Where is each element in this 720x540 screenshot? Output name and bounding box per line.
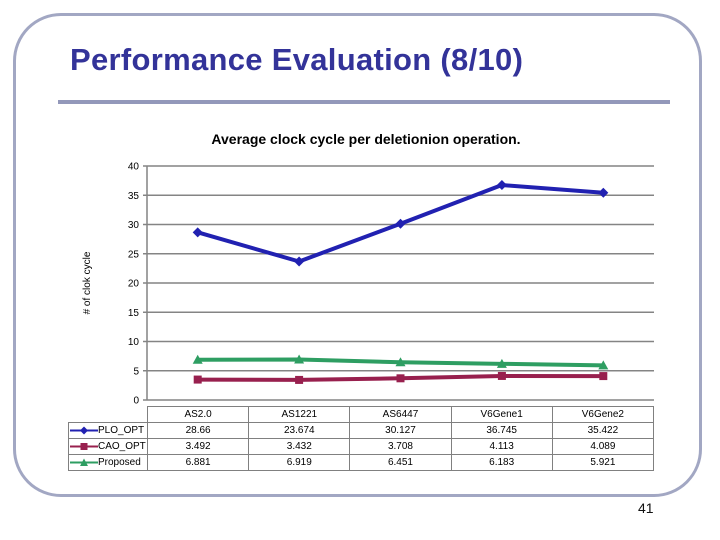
value-cell: 36.745 (450, 422, 553, 439)
category-cell: V6Gene2 (551, 406, 655, 423)
value-cell: 5.921 (551, 454, 655, 471)
title-rule (58, 100, 670, 104)
value-cell: 3.492 (146, 438, 250, 455)
y-tick-label: 15 (128, 308, 140, 319)
legend-entry: PLO_OPT (70, 424, 147, 438)
category-row: AS2.0 AS1221 AS6447 V6Gene1 V6Gene2 (69, 406, 655, 423)
series-row-cao_opt: CAO_OPT 3.492 3.432 3.708 4.113 4.089 (68, 438, 655, 455)
value-cell: 4.089 (551, 438, 655, 455)
value-cell: 6.881 (146, 454, 250, 471)
triangle-marker-icon (598, 360, 609, 370)
line-plot-area: 0 5 10 15 20 25 30 35 40 # of clok cycle (82, 162, 654, 407)
category-cell: AS1221 (248, 406, 351, 423)
y-tick-label: 25 (128, 249, 140, 260)
triangle-marker-icon (294, 354, 305, 364)
legend-cell: CAO_OPT (68, 438, 148, 455)
value-cell: 6.919 (248, 454, 351, 471)
value-cell: 6.451 (349, 454, 452, 471)
y-tick-label: 5 (133, 366, 139, 377)
series-row-plo_opt: PLO_OPT 28.66 23.674 30.127 36.745 35.422 (68, 422, 655, 439)
triangle-legend-icon (70, 458, 98, 466)
chart-title: Average clock cycle per deletionion oper… (211, 131, 521, 147)
square-marker-icon (193, 375, 202, 384)
chart: 0 5 10 15 20 25 30 35 40 # of clok cycle AS2.0 AS1… (60, 160, 660, 471)
value-cell: 35.422 (551, 422, 655, 439)
table-corner-cell (69, 407, 148, 423)
value-cell: 6.183 (450, 454, 553, 471)
page-number: 41 (638, 500, 654, 516)
chart-data-table: AS2.0 AS1221 AS6447 V6Gene1 V6Gene2 PLO_OPT 28… (68, 406, 655, 471)
diamond-marker-icon (294, 256, 305, 267)
series-row-proposed: Proposed 6.881 6.919 6.451 6.183 5.921 (68, 454, 655, 471)
y-tick-label: 35 (128, 191, 140, 202)
diamond-marker-icon (598, 187, 609, 198)
square-marker-icon (295, 375, 304, 384)
diamond-marker-icon (192, 227, 203, 238)
diamond-marker-icon (395, 218, 406, 229)
legend-cell: PLO_OPT (68, 422, 148, 439)
diamond-marker-icon (496, 180, 507, 191)
square-legend-icon (70, 443, 98, 450)
triangle-marker-icon (192, 354, 203, 364)
y-axis-title: # of clok cycle (82, 251, 93, 314)
value-cell: 28.66 (146, 422, 250, 439)
legend-cell: Proposed (68, 454, 148, 471)
legend-entry: CAO_OPT (70, 440, 147, 454)
category-cell: AS6447 (349, 406, 452, 423)
y-tick-label: 30 (128, 220, 140, 231)
square-marker-icon (599, 372, 608, 381)
y-tick-label: 0 (133, 396, 139, 407)
legend-label: CAO_OPT (98, 440, 146, 452)
legend-label: PLO_OPT (98, 424, 145, 436)
y-tick-label: 20 (128, 279, 140, 290)
value-cell: 3.432 (248, 438, 351, 455)
slide-border (13, 13, 702, 497)
category-cell: AS2.0 (146, 406, 250, 423)
square-marker-icon (497, 371, 506, 380)
slide-title: Performance Evaluation (8/10) (70, 42, 524, 77)
value-cell: 3.708 (349, 438, 452, 455)
square-marker-icon (396, 374, 405, 383)
value-cell: 4.113 (450, 438, 553, 455)
triangle-marker-icon (496, 358, 507, 368)
value-cell: 30.127 (349, 422, 452, 439)
triangle-marker-icon (395, 357, 406, 367)
value-cell: 23.674 (248, 422, 351, 439)
legend-label: Proposed (98, 456, 141, 468)
y-tick-label: 40 (128, 162, 140, 173)
y-tick-label: 10 (128, 337, 140, 348)
category-cell: V6Gene1 (450, 406, 553, 423)
legend-entry: Proposed (70, 456, 147, 470)
diamond-legend-icon (70, 426, 98, 435)
